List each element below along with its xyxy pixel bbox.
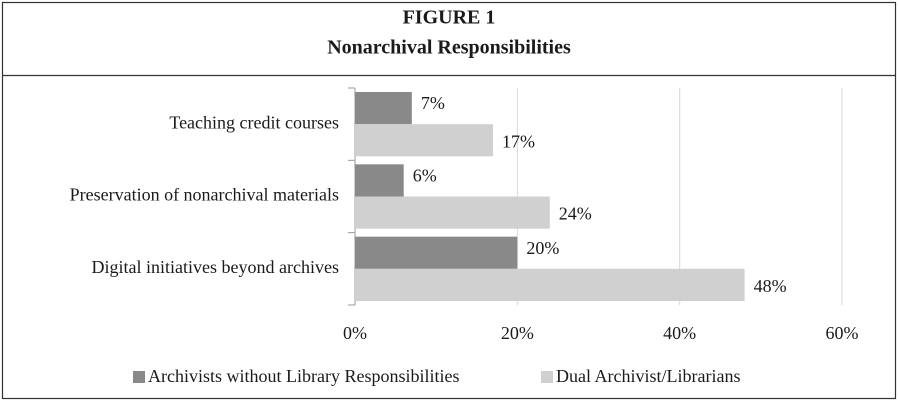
bar — [355, 124, 493, 157]
bar — [355, 196, 550, 229]
data-label: 24% — [559, 204, 592, 224]
data-label: 6% — [413, 166, 437, 186]
x-tick-label: 0% — [343, 323, 367, 343]
y-tick-label: Preservation of nonarchival materials — [70, 185, 339, 205]
chart-title: Nonarchival Responsibilities — [327, 37, 571, 59]
bar — [355, 268, 745, 301]
y-tick-label: Teaching credit courses — [169, 112, 339, 132]
data-label: 7% — [421, 93, 445, 113]
x-tick-label: 40% — [663, 323, 696, 343]
y-tick-label: Digital initiatives beyond archives — [92, 257, 339, 277]
data-label: 20% — [526, 238, 559, 258]
bar — [355, 164, 404, 197]
legend-label: Dual Archivist/Librarians — [556, 366, 740, 386]
data-label: 17% — [502, 131, 535, 151]
bar — [355, 92, 412, 125]
bar — [355, 236, 518, 269]
legend-swatch — [541, 371, 553, 383]
legend-swatch — [133, 371, 145, 383]
figure-label: FIGURE 1 — [403, 7, 496, 29]
legend-label: Archivists without Library Responsibilit… — [148, 366, 459, 386]
x-tick-label: 60% — [826, 323, 859, 343]
x-tick-label: 20% — [501, 323, 534, 343]
data-label: 48% — [754, 276, 787, 296]
